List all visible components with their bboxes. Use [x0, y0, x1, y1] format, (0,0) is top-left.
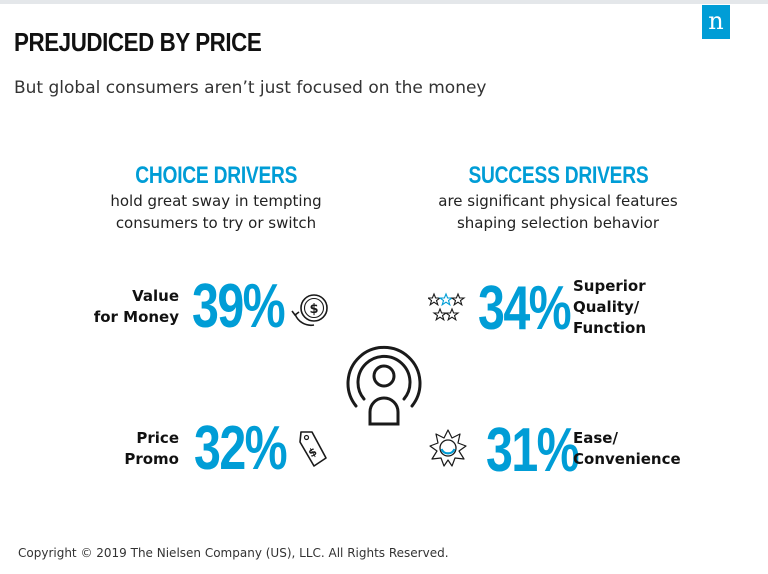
page-subtitle: But global consumers aren’t just focused…: [14, 78, 487, 98]
value-for-money-label: Value for Money: [94, 286, 179, 328]
superior-quality-percent: 34%: [478, 274, 572, 343]
choice-desc-line2: consumers to try or switch: [115, 214, 317, 232]
value-label-line2: for Money: [93, 308, 179, 326]
consumer-signal-icon: [334, 326, 434, 430]
price-label-line2: Promo: [124, 450, 179, 468]
quality-label-line3: Function: [573, 319, 647, 337]
price-promo-label: Price Promo: [124, 428, 179, 470]
svg-text:$: $: [309, 302, 318, 317]
dollar-cycle-icon: $: [290, 288, 332, 332]
success-desc-line2: shaping selection behavior: [456, 214, 660, 232]
choice-desc-line1: hold great sway in tempting: [110, 192, 322, 210]
price-label-line1: Price: [136, 429, 179, 447]
svg-text:$: $: [306, 445, 319, 460]
ease-label-line2: Convenience: [573, 450, 681, 468]
success-drivers-heading: SUCCESS DRIVERS: [408, 162, 708, 190]
quality-label-line1: Superior: [573, 277, 646, 295]
choice-drivers-description: hold great sway in tempting consumers to…: [56, 190, 376, 234]
copyright-footer: Copyright © 2019 The Nielsen Company (US…: [18, 546, 449, 560]
value-for-money-percent: 39%: [192, 272, 286, 341]
success-desc-line1: are significant physical features: [438, 192, 678, 210]
ease-convenience-percent: 31%: [486, 416, 580, 485]
sun-icon: [428, 428, 468, 472]
choice-drivers-heading: CHOICE DRIVERS: [66, 162, 366, 190]
stars-icon: [426, 292, 468, 328]
nielsen-logo: n: [702, 5, 730, 39]
top-rule: [0, 0, 768, 4]
price-tag-icon: $: [292, 428, 332, 476]
success-drivers-description: are significant physical features shapin…: [398, 190, 718, 234]
logo-letter: n: [708, 7, 724, 35]
quality-label-line2: Quality/: [573, 298, 640, 316]
page-title: PREJUDICED BY PRICE: [14, 27, 262, 57]
ease-convenience-label: Ease/ Convenience: [573, 428, 681, 470]
superior-quality-label: Superior Quality/ Function: [573, 276, 646, 339]
price-promo-percent: 32%: [194, 414, 288, 483]
ease-label-line1: Ease/: [573, 429, 618, 447]
success-drivers-heading-text: SUCCESS DRIVERS: [468, 162, 648, 189]
choice-drivers-heading-text: CHOICE DRIVERS: [135, 162, 297, 189]
value-label-line1: Value: [132, 287, 179, 305]
